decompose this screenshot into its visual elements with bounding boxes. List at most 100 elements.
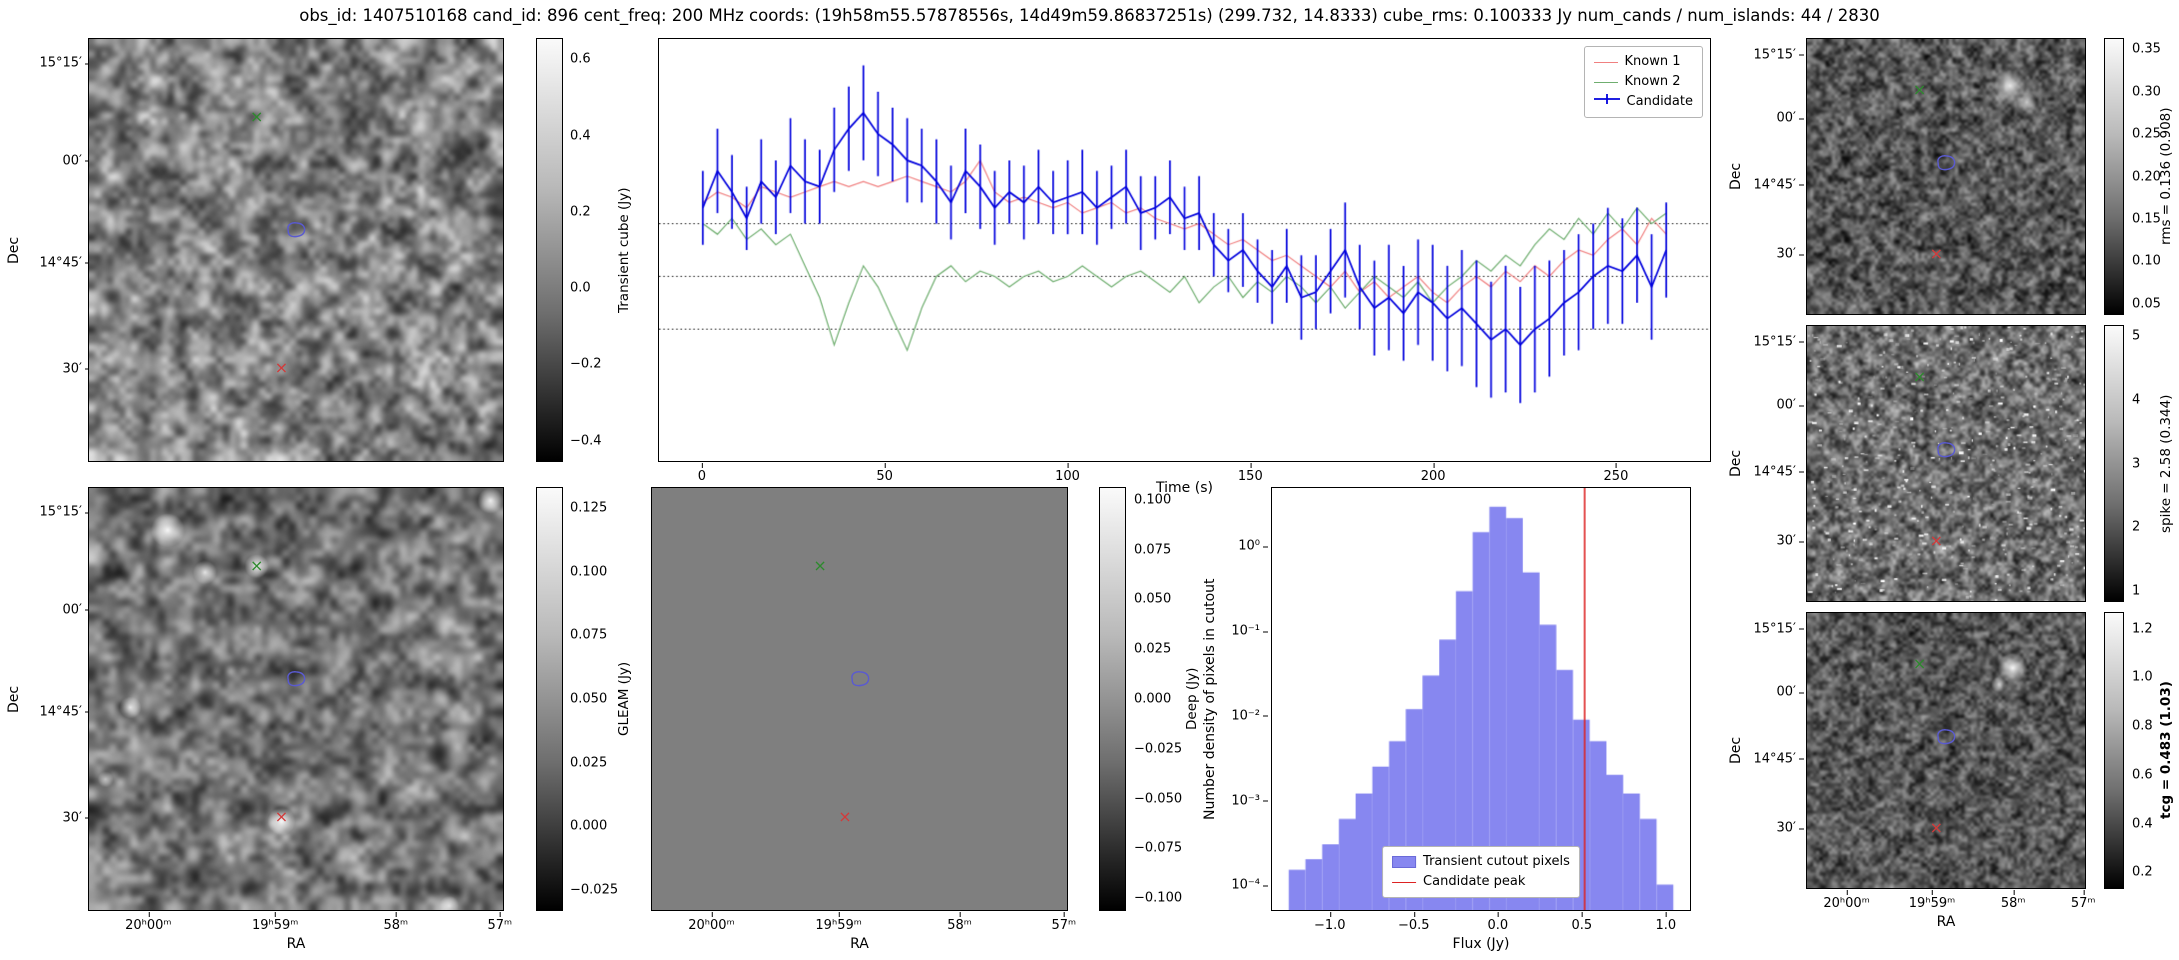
spike-colorbar-ticks: 5 4 3 2 1 bbox=[2128, 325, 2160, 602]
tick-label: 14°45′ bbox=[39, 255, 90, 271]
tick-label: 00′ bbox=[1776, 110, 1804, 126]
known1-marker-icon: × bbox=[1929, 243, 1943, 263]
ra-tick-labels: 20ʰ00ᵐ 19ʰ59ᵐ 58ᵐ 57ᵐ bbox=[88, 912, 512, 934]
tick-label: 30′ bbox=[62, 810, 90, 826]
tick-label: 250 bbox=[1603, 463, 1629, 484]
tick-label: −0.050 bbox=[1134, 791, 1183, 807]
spike-colorbar-label: spike = 2.58 (0.344) bbox=[2158, 394, 2174, 533]
known2-marker-icon: × bbox=[1912, 366, 1927, 386]
time-tick-labels: 0 50 100 150 200 250 bbox=[658, 463, 1711, 485]
legend-entry: Candidate bbox=[1593, 92, 1693, 112]
tick-label: 0.000 bbox=[570, 818, 608, 834]
tick-label: 15°15′ bbox=[1753, 334, 1804, 350]
candidate-contour-icon bbox=[1933, 153, 1959, 176]
tick-label: 57ᵐ bbox=[487, 912, 513, 933]
tick-label: 30′ bbox=[1776, 533, 1804, 549]
flux-histogram-plot bbox=[1271, 487, 1691, 911]
histogram-legend: Transient cutout pixels Candidate peak bbox=[1382, 846, 1580, 899]
tick-label: 0.075 bbox=[570, 627, 608, 643]
deep-colorbar bbox=[1099, 487, 1126, 911]
deep-colorbar-ticks: 0.100 0.075 0.050 0.025 0.000 −0.025 −0.050 −0.… bbox=[1130, 487, 1183, 911]
spike-canvas bbox=[1807, 326, 2085, 601]
known1-marker-icon: × bbox=[274, 358, 289, 378]
gleam-canvas bbox=[89, 488, 503, 910]
flux-histogram-canvas bbox=[1272, 488, 1690, 910]
tick-label: 0.2 bbox=[570, 204, 591, 220]
tick-label: 150 bbox=[1237, 463, 1263, 484]
tick-label: 58ᵐ bbox=[383, 912, 409, 933]
tick-label: 19ʰ59ᵐ bbox=[251, 912, 299, 933]
tick-label: 10⁻² bbox=[1231, 708, 1268, 724]
legend-label: Known 1 bbox=[1624, 54, 1681, 69]
dec-tick-labels: 15°15′ 00′ 14°45′ 30′ bbox=[1753, 38, 1804, 315]
tick-label: 0.6 bbox=[570, 51, 591, 67]
known2-marker-icon: × bbox=[813, 556, 827, 576]
tick-label: 0.050 bbox=[1134, 591, 1172, 607]
known2-marker-icon: × bbox=[1912, 653, 1927, 673]
lightcurve-canvas bbox=[659, 39, 1710, 461]
ra-tick-labels: 20ʰ00ᵐ 19ʰ59ᵐ 58ᵐ 57ᵐ bbox=[1806, 890, 2096, 912]
known1-marker-icon: × bbox=[274, 807, 289, 827]
tick-label: 0.4 bbox=[2132, 816, 2153, 832]
lightcurve-plot bbox=[658, 38, 1711, 462]
tick-label: 0.0 bbox=[570, 280, 591, 296]
gleam-colorbar-label: GLEAM (Jy) bbox=[616, 661, 632, 737]
legend-entry: Known 1 bbox=[1593, 52, 1693, 72]
tick-label: 0.25 bbox=[2132, 126, 2161, 142]
legend-entry: Known 2 bbox=[1593, 72, 1693, 92]
legend-label: Transient cutout pixels bbox=[1423, 854, 1570, 869]
dec-tick-labels: 15°15′ 00′ 14°45′ 30′ bbox=[34, 38, 90, 462]
tick-label: 0.075 bbox=[1134, 542, 1172, 558]
lightcurve-legend: Known 1 Known 2 Candidate bbox=[1583, 46, 1703, 119]
tick-label: 00′ bbox=[62, 602, 90, 618]
dec-axis-label: Dec bbox=[1728, 162, 1744, 191]
gleam-colorbar bbox=[536, 487, 563, 911]
tick-label: 0.15 bbox=[2132, 211, 2161, 227]
tick-label: 0.5 bbox=[1571, 912, 1593, 933]
tick-label: 20ʰ00ᵐ bbox=[1823, 890, 1870, 911]
tick-label: 19ʰ59ᵐ bbox=[1908, 890, 1956, 911]
tick-label: 0.100 bbox=[1134, 492, 1172, 508]
colorbar-gradient bbox=[537, 488, 562, 910]
known1-marker-icon: × bbox=[838, 807, 852, 827]
tick-label: −1.0 bbox=[1314, 912, 1346, 933]
tick-label: 57ᵐ bbox=[2070, 890, 2096, 911]
tcg-colorbar bbox=[2104, 612, 2124, 889]
spike-colorbar bbox=[2104, 325, 2124, 602]
tick-label: −0.025 bbox=[1134, 741, 1183, 757]
tick-label: −0.025 bbox=[570, 882, 619, 898]
spike-image-panel: × × bbox=[1806, 325, 2086, 602]
tick-label: −0.5 bbox=[1398, 912, 1430, 933]
tcg-canvas bbox=[1807, 613, 2085, 888]
tick-label: 0.025 bbox=[570, 755, 608, 771]
tick-label: 4 bbox=[2132, 392, 2141, 408]
tick-label: 14°45′ bbox=[1753, 751, 1804, 767]
flux-tick-labels: −1.0 −0.5 0.0 0.5 1.0 bbox=[1271, 912, 1691, 934]
dec-axis-label: Dec bbox=[6, 236, 22, 264]
candidate-contour-icon bbox=[847, 669, 873, 692]
tick-label: 0.4 bbox=[570, 128, 591, 144]
flux-axis-label: Flux (Jy) bbox=[1452, 936, 1510, 952]
rms-image-panel: × × bbox=[1806, 38, 2086, 315]
tick-label: 15°15′ bbox=[1753, 47, 1804, 63]
ra-axis-label: RA bbox=[850, 936, 869, 952]
colorbar-gradient bbox=[2105, 326, 2123, 601]
rms-canvas bbox=[1807, 39, 2085, 314]
deep-canvas bbox=[652, 488, 1067, 910]
deep-colorbar-label: Deep (Jy) bbox=[1184, 667, 1200, 731]
tick-label: 14°45′ bbox=[39, 704, 90, 720]
rms-colorbar-label: rms = 0.136 (0.908) bbox=[2158, 107, 2174, 246]
figure-title: obs_id: 1407510168 cand_id: 896 cent_fre… bbox=[299, 6, 1880, 25]
tick-label: 10⁻⁴ bbox=[1231, 877, 1268, 893]
tick-label: 0.30 bbox=[2132, 84, 2161, 100]
transient-cube-colorbar-ticks: 0.6 0.4 0.2 0.0 −0.2 −0.4 bbox=[566, 38, 614, 462]
dec-axis-label: Dec bbox=[1728, 449, 1744, 478]
tick-label: 0.2 bbox=[2132, 864, 2153, 880]
tick-label: 19ʰ59ᵐ bbox=[815, 912, 862, 933]
tick-label: 14°45′ bbox=[1753, 177, 1804, 193]
dec-tick-labels: 15°15′ 00′ 14°45′ 30′ bbox=[1753, 325, 1804, 602]
dec-tick-labels: 15°15′ 00′ 14°45′ 30′ bbox=[34, 487, 90, 911]
transient-cube-colorbar bbox=[536, 38, 563, 462]
tick-label: 0.050 bbox=[570, 691, 608, 707]
known2-marker-icon: × bbox=[249, 107, 264, 127]
